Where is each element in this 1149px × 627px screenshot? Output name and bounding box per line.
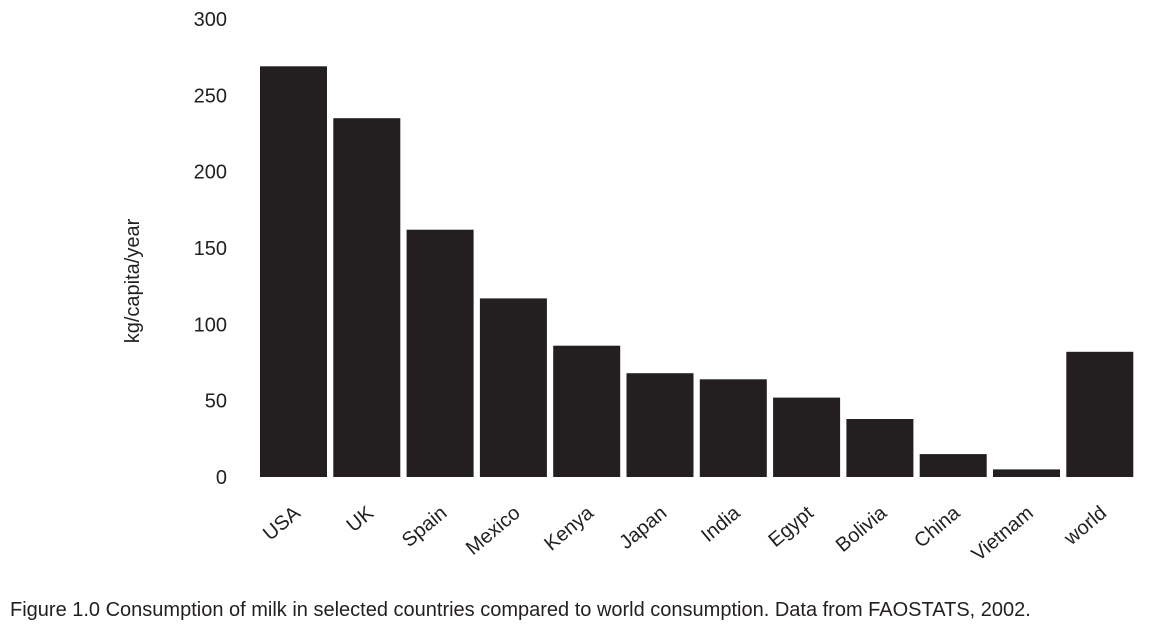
bar-spain: [406, 229, 474, 477]
bar-china: [919, 454, 987, 477]
x-tick-label: USA: [259, 502, 305, 546]
milk-consumption-chart: 0 50 100 150 200 250 300 kg/capita/year USA UK S…: [122, 9, 1134, 566]
y-tick-label: 300: [194, 9, 227, 31]
x-tick-label: Mexico: [462, 502, 525, 560]
y-tick-label: 50: [205, 391, 227, 413]
bar-vietnam: [993, 469, 1060, 477]
x-tick-label: Japan: [615, 502, 671, 554]
bar-world: [1066, 351, 1134, 477]
x-axis-ticks: USA UK Spain Mexico Kenya Japan India Egypt Boli…: [259, 501, 1111, 565]
bar-egypt: [773, 397, 841, 477]
y-tick-label: 0: [216, 467, 227, 489]
x-tick-label: Egypt: [764, 502, 818, 552]
x-tick-label: Kenya: [540, 501, 598, 555]
y-axis-label: kg/capita/year: [122, 218, 144, 343]
y-tick-label: 200: [194, 162, 227, 184]
bar-bolivia: [846, 419, 914, 477]
bar-kenya: [553, 345, 621, 477]
bar-usa: [260, 66, 327, 478]
bars-group: [260, 66, 1134, 478]
bar-uk: [333, 118, 401, 477]
y-tick-label: 250: [194, 85, 227, 107]
x-tick-label: world: [1059, 502, 1111, 550]
bar-japan: [626, 373, 694, 477]
x-tick-label: Spain: [398, 502, 451, 552]
x-tick-label: UK: [343, 502, 379, 537]
x-tick-label: India: [697, 501, 745, 546]
x-tick-label: Bolivia: [832, 501, 892, 556]
bar-mexico: [479, 298, 547, 477]
bar-india: [699, 379, 767, 477]
y-tick-label: 100: [194, 314, 227, 336]
x-tick-label: China: [910, 501, 965, 552]
y-axis-ticks: 0 50 100 150 200 250 300: [194, 9, 227, 489]
y-tick-label: 150: [194, 238, 227, 260]
x-tick-label: Vietnam: [968, 502, 1038, 566]
figure-caption: Figure 1.0 Consumption of milk in select…: [10, 599, 1031, 621]
